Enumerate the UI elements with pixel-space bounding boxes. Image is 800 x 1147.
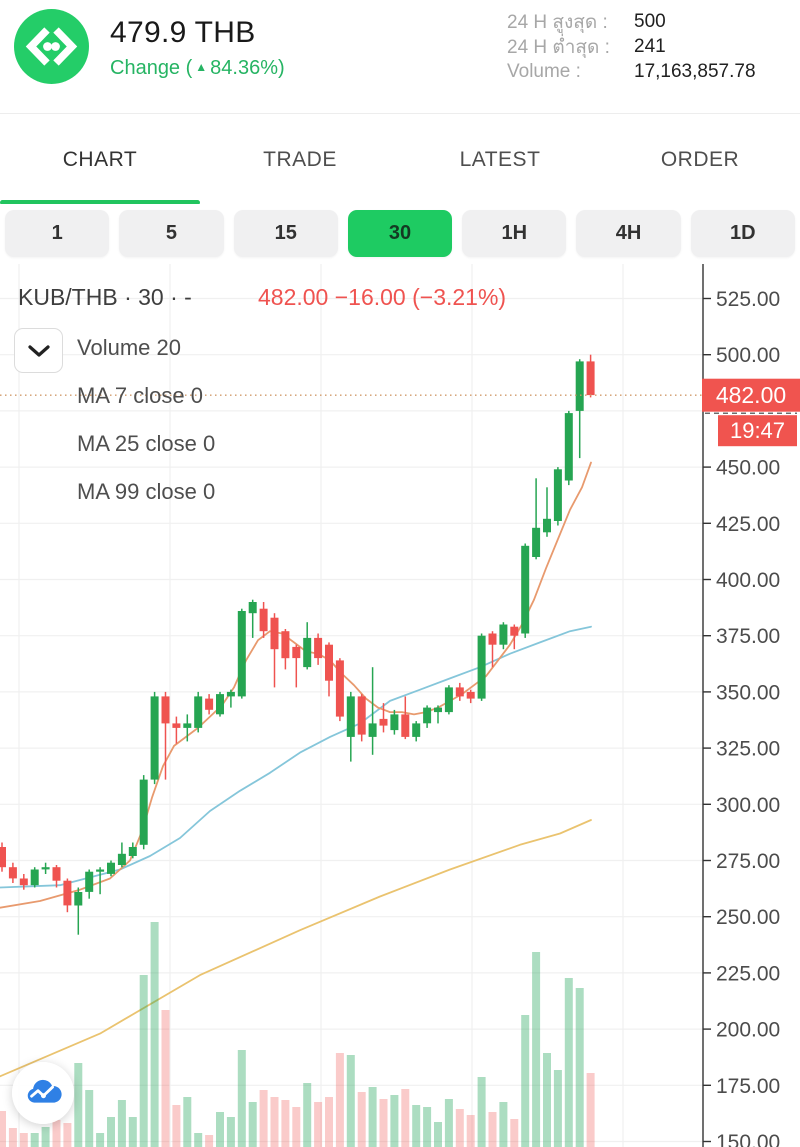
svg-text:500.00: 500.00 [716, 344, 780, 367]
kub-coin-logo-icon [14, 9, 89, 84]
timeframe-1h-button[interactable]: 1H [462, 210, 567, 257]
svg-text:425.00: 425.00 [716, 513, 780, 536]
tab-chart[interactable]: CHART [62, 147, 138, 171]
chart-quote-change: 482.00 −16.00 (−3.21%) [258, 284, 507, 310]
tab-order[interactable]: ORDER [660, 147, 740, 171]
chart-symbol-label: KUB/THB · 30 · - [18, 284, 192, 310]
svg-text:150.00: 150.00 [716, 1131, 780, 1147]
cloud-chart-fab-button[interactable] [12, 1062, 74, 1124]
timeframe-4h-button[interactable]: 4H [576, 210, 681, 257]
timeframe-1m-button[interactable]: 1 [5, 210, 110, 257]
svg-text:250.00: 250.00 [716, 906, 780, 929]
svg-text:450.00: 450.00 [716, 457, 780, 480]
timeframe-1d-button[interactable]: 1D [690, 210, 795, 257]
stat-volume: Volume : 17,163,857.78 [507, 60, 756, 82]
timeframe-bar: 1 5 15 30 1H 4H 1D [0, 204, 800, 263]
timeframe-5m-button[interactable]: 5 [119, 210, 224, 257]
header: 479.9 THB Change (▲ 84.36%) 24 H สูงสุด :… [0, 0, 800, 113]
svg-text:375.00: 375.00 [716, 625, 780, 648]
svg-text:200.00: 200.00 [716, 1019, 780, 1042]
tab-bar: CHART TRADE LATEST ORDER [0, 113, 800, 205]
svg-text:482.00: 482.00 [716, 382, 786, 408]
svg-text:275.00: 275.00 [716, 850, 780, 873]
svg-text:400.00: 400.00 [716, 569, 780, 592]
up-arrow-icon: ▲ [195, 60, 208, 74]
cloud-chart-icon [27, 1079, 62, 1103]
legend-ma25[interactable]: MA 25 close 0 [77, 431, 216, 456]
legend-collapse-button[interactable] [14, 328, 63, 373]
page-title-price: 479.9 THB [110, 16, 256, 49]
svg-text:350.00: 350.00 [716, 681, 780, 704]
tab-latest[interactable]: LATEST [459, 147, 541, 171]
timeframe-30m-button[interactable]: 30 [347, 210, 453, 257]
legend-volume[interactable]: Volume 20 [77, 335, 181, 360]
stat-24h-high: 24 H สูงสุด : 500 [507, 10, 666, 33]
change-percent: Change (▲ 84.36%) [110, 57, 285, 79]
legend-ma7[interactable]: MA 7 close 0 [77, 383, 203, 408]
svg-text:325.00: 325.00 [716, 738, 780, 761]
legend-ma99[interactable]: MA 99 close 0 [77, 479, 216, 504]
svg-text:525.00: 525.00 [716, 288, 780, 311]
svg-text:19:47: 19:47 [730, 418, 785, 443]
svg-text:175.00: 175.00 [716, 1075, 780, 1098]
active-tab-underline [0, 200, 200, 205]
svg-text:225.00: 225.00 [716, 962, 780, 985]
svg-text:300.00: 300.00 [716, 794, 780, 817]
tab-trade[interactable]: TRADE [263, 147, 337, 171]
stat-24h-low: 24 H ต่ำสุด : 241 [507, 35, 666, 58]
timeframe-15m-button[interactable]: 15 [233, 210, 338, 257]
stats-block: 24 H สูงสุด : 500 24 H ต่ำสุด : 241 Volu… [507, 9, 756, 84]
chevron-down-icon [27, 344, 50, 357]
